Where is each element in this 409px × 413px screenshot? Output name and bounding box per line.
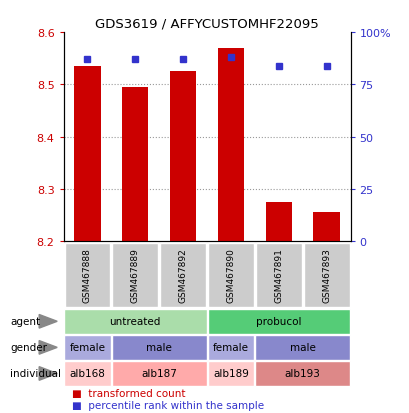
Bar <box>207 361 254 386</box>
Text: female: female <box>69 342 105 353</box>
Text: GSM467889: GSM467889 <box>130 248 139 302</box>
Text: GSM467893: GSM467893 <box>321 248 330 302</box>
Text: probucol: probucol <box>256 316 301 327</box>
Text: GSM467891: GSM467891 <box>274 248 283 302</box>
Bar <box>255 335 349 360</box>
Polygon shape <box>39 367 57 380</box>
Text: ■  percentile rank within the sample: ■ percentile rank within the sample <box>72 400 263 410</box>
Bar <box>112 361 206 386</box>
Text: agent: agent <box>10 316 40 327</box>
Text: alb193: alb193 <box>284 368 320 379</box>
Bar <box>112 243 158 307</box>
Text: alb189: alb189 <box>213 368 248 379</box>
Bar <box>207 335 254 360</box>
Text: GSM467890: GSM467890 <box>226 248 235 302</box>
Bar <box>170 72 196 242</box>
Bar <box>303 243 349 307</box>
Bar <box>255 243 301 307</box>
Bar <box>313 213 339 242</box>
Polygon shape <box>39 341 57 354</box>
Bar <box>265 202 291 242</box>
Bar <box>255 361 349 386</box>
Bar <box>207 309 349 334</box>
Text: GSM467888: GSM467888 <box>83 248 92 302</box>
Polygon shape <box>39 315 57 328</box>
Bar <box>112 335 206 360</box>
Text: untreated: untreated <box>109 316 161 327</box>
Bar <box>122 88 148 242</box>
Bar <box>64 335 110 360</box>
Text: gender: gender <box>10 342 47 353</box>
Text: female: female <box>212 342 248 353</box>
Bar <box>217 49 243 242</box>
Text: GSM467892: GSM467892 <box>178 248 187 302</box>
Title: GDS3619 / AFFYCUSTOMHF22095: GDS3619 / AFFYCUSTOMHF22095 <box>95 17 318 31</box>
Text: ■  transformed count: ■ transformed count <box>72 388 185 398</box>
Text: individual: individual <box>10 368 61 379</box>
Bar <box>64 309 206 334</box>
Text: male: male <box>289 342 315 353</box>
Bar <box>64 361 110 386</box>
Text: alb187: alb187 <box>141 368 177 379</box>
Bar <box>160 243 206 307</box>
Bar <box>207 243 253 307</box>
Text: alb168: alb168 <box>70 368 105 379</box>
Text: male: male <box>146 342 172 353</box>
Bar <box>64 243 110 307</box>
Bar <box>74 67 100 242</box>
